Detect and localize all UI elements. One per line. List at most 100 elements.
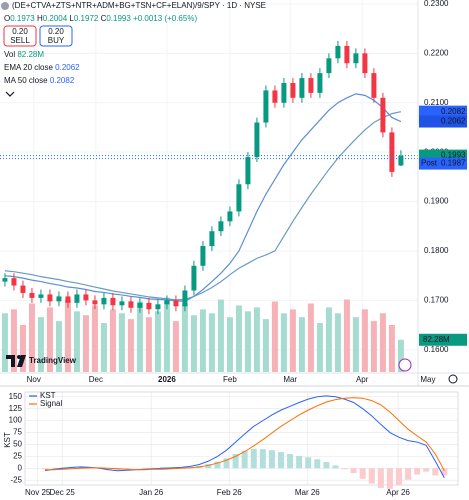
histogram-bar (78, 466, 85, 469)
volume-bar (343, 299, 350, 372)
histogram-bar (223, 458, 230, 469)
settings-icon[interactable] (448, 374, 458, 384)
volume-bar (163, 297, 170, 372)
volume-legend: Vol 82.28M (4, 50, 44, 59)
histogram-bar (377, 468, 384, 488)
collapse-icon[interactable] (5, 91, 15, 97)
x-tick-label: Apr (356, 375, 369, 384)
histogram-bar (386, 468, 393, 489)
sell-label[interactable]: SELL (10, 36, 30, 45)
logo-text: TradingView (29, 356, 77, 365)
legend-name: EMA 20 close (4, 63, 53, 72)
y-tick-label: 150 (9, 392, 23, 401)
volume-bar (190, 315, 197, 372)
price-tag (419, 115, 467, 128)
volume-bar (19, 325, 26, 372)
candle-body (344, 45, 350, 64)
ohlc-label: H (37, 14, 43, 23)
candle-body (128, 301, 134, 308)
candles (2, 41, 404, 315)
volume-bar (109, 309, 116, 372)
volume-bar (316, 323, 323, 372)
histogram-bar (277, 452, 284, 469)
x-tick-label: 2026 (158, 375, 176, 384)
candle-body (20, 285, 26, 293)
histogram-bar (241, 450, 248, 469)
histogram-bar (105, 468, 112, 470)
histogram-bar (414, 468, 421, 475)
logo: TradingView (6, 355, 77, 367)
ohlc-value: 0.1973 (10, 14, 35, 23)
price-tag-label: 0.1993 (441, 151, 466, 160)
volume-bar (388, 325, 395, 372)
volume-bar (208, 313, 215, 372)
x-tick-label: Mar (283, 375, 297, 384)
candle-body (227, 211, 233, 222)
ohlc-value: 0.1972 (74, 14, 99, 23)
histogram-bar (250, 448, 257, 469)
volume-bar (253, 307, 260, 372)
volume-bar (73, 311, 80, 372)
candle-body (29, 292, 35, 298)
volume-bar (82, 315, 89, 372)
volume-bar (91, 305, 98, 372)
candle-body (155, 304, 161, 310)
buy-button[interactable]: 0.20 BUY (39, 25, 73, 47)
histogram-bar (314, 459, 321, 469)
x-tick-label: Feb (223, 375, 237, 384)
histogram-bar (341, 468, 348, 470)
legend-name: MA 50 close (4, 76, 48, 85)
volume-bar (28, 303, 35, 372)
y-tick-label: 0.2300 (424, 0, 449, 8)
candle-body (326, 58, 332, 74)
candle-body (47, 294, 53, 302)
histogram-bar (305, 457, 312, 469)
volume-bar (352, 317, 359, 372)
sell-box[interactable] (3, 25, 37, 47)
candle-body (299, 78, 305, 98)
volume-bar (118, 313, 125, 372)
price-tag-prefix: Post (421, 159, 438, 168)
candle-body (191, 265, 197, 291)
candle-body (398, 155, 404, 166)
y-tick-label: 0.2200 (424, 48, 449, 57)
price-tag (419, 157, 467, 170)
legend-name: Vol (4, 50, 15, 59)
volume-tag-label: 82.28M (423, 335, 450, 344)
logo-dot (17, 355, 21, 359)
candle-body (119, 301, 125, 306)
histogram-bar (359, 468, 366, 479)
ohlc-value: 0.2004 (43, 14, 68, 23)
histogram-bar (214, 461, 221, 469)
buy-label[interactable]: BUY (48, 36, 65, 45)
candle-body (362, 53, 368, 74)
histogram-bar (395, 468, 402, 485)
volume-bar (379, 313, 386, 372)
candle-body (83, 294, 89, 301)
y-tick-label: 0 (18, 463, 23, 472)
indicator-line (4, 93, 402, 302)
volume-bar (244, 311, 251, 372)
ohlc-label: C (101, 14, 107, 23)
ma-legend: MA 50 close 0.2082 (4, 76, 75, 85)
buy-box[interactable] (39, 25, 73, 47)
sell-button[interactable]: 0.20 SELL (3, 25, 37, 47)
candle-body (146, 302, 152, 310)
candle-body (38, 294, 44, 298)
ohlc-label: O (4, 14, 10, 23)
candle-body (110, 297, 116, 306)
kst-line (44, 395, 445, 479)
candle-body (371, 73, 377, 98)
y-tick-label: 25 (13, 451, 22, 460)
histogram-bar (259, 449, 266, 469)
x-tick-label: Dec (89, 375, 103, 384)
histogram-bar (441, 468, 448, 476)
event-icon[interactable] (398, 358, 412, 372)
sell-price[interactable]: 0.20 (12, 27, 28, 36)
y-tick-label: 0.1600 (424, 345, 449, 354)
kst-line (44, 397, 445, 471)
buy-price[interactable]: 0.20 (48, 27, 64, 36)
